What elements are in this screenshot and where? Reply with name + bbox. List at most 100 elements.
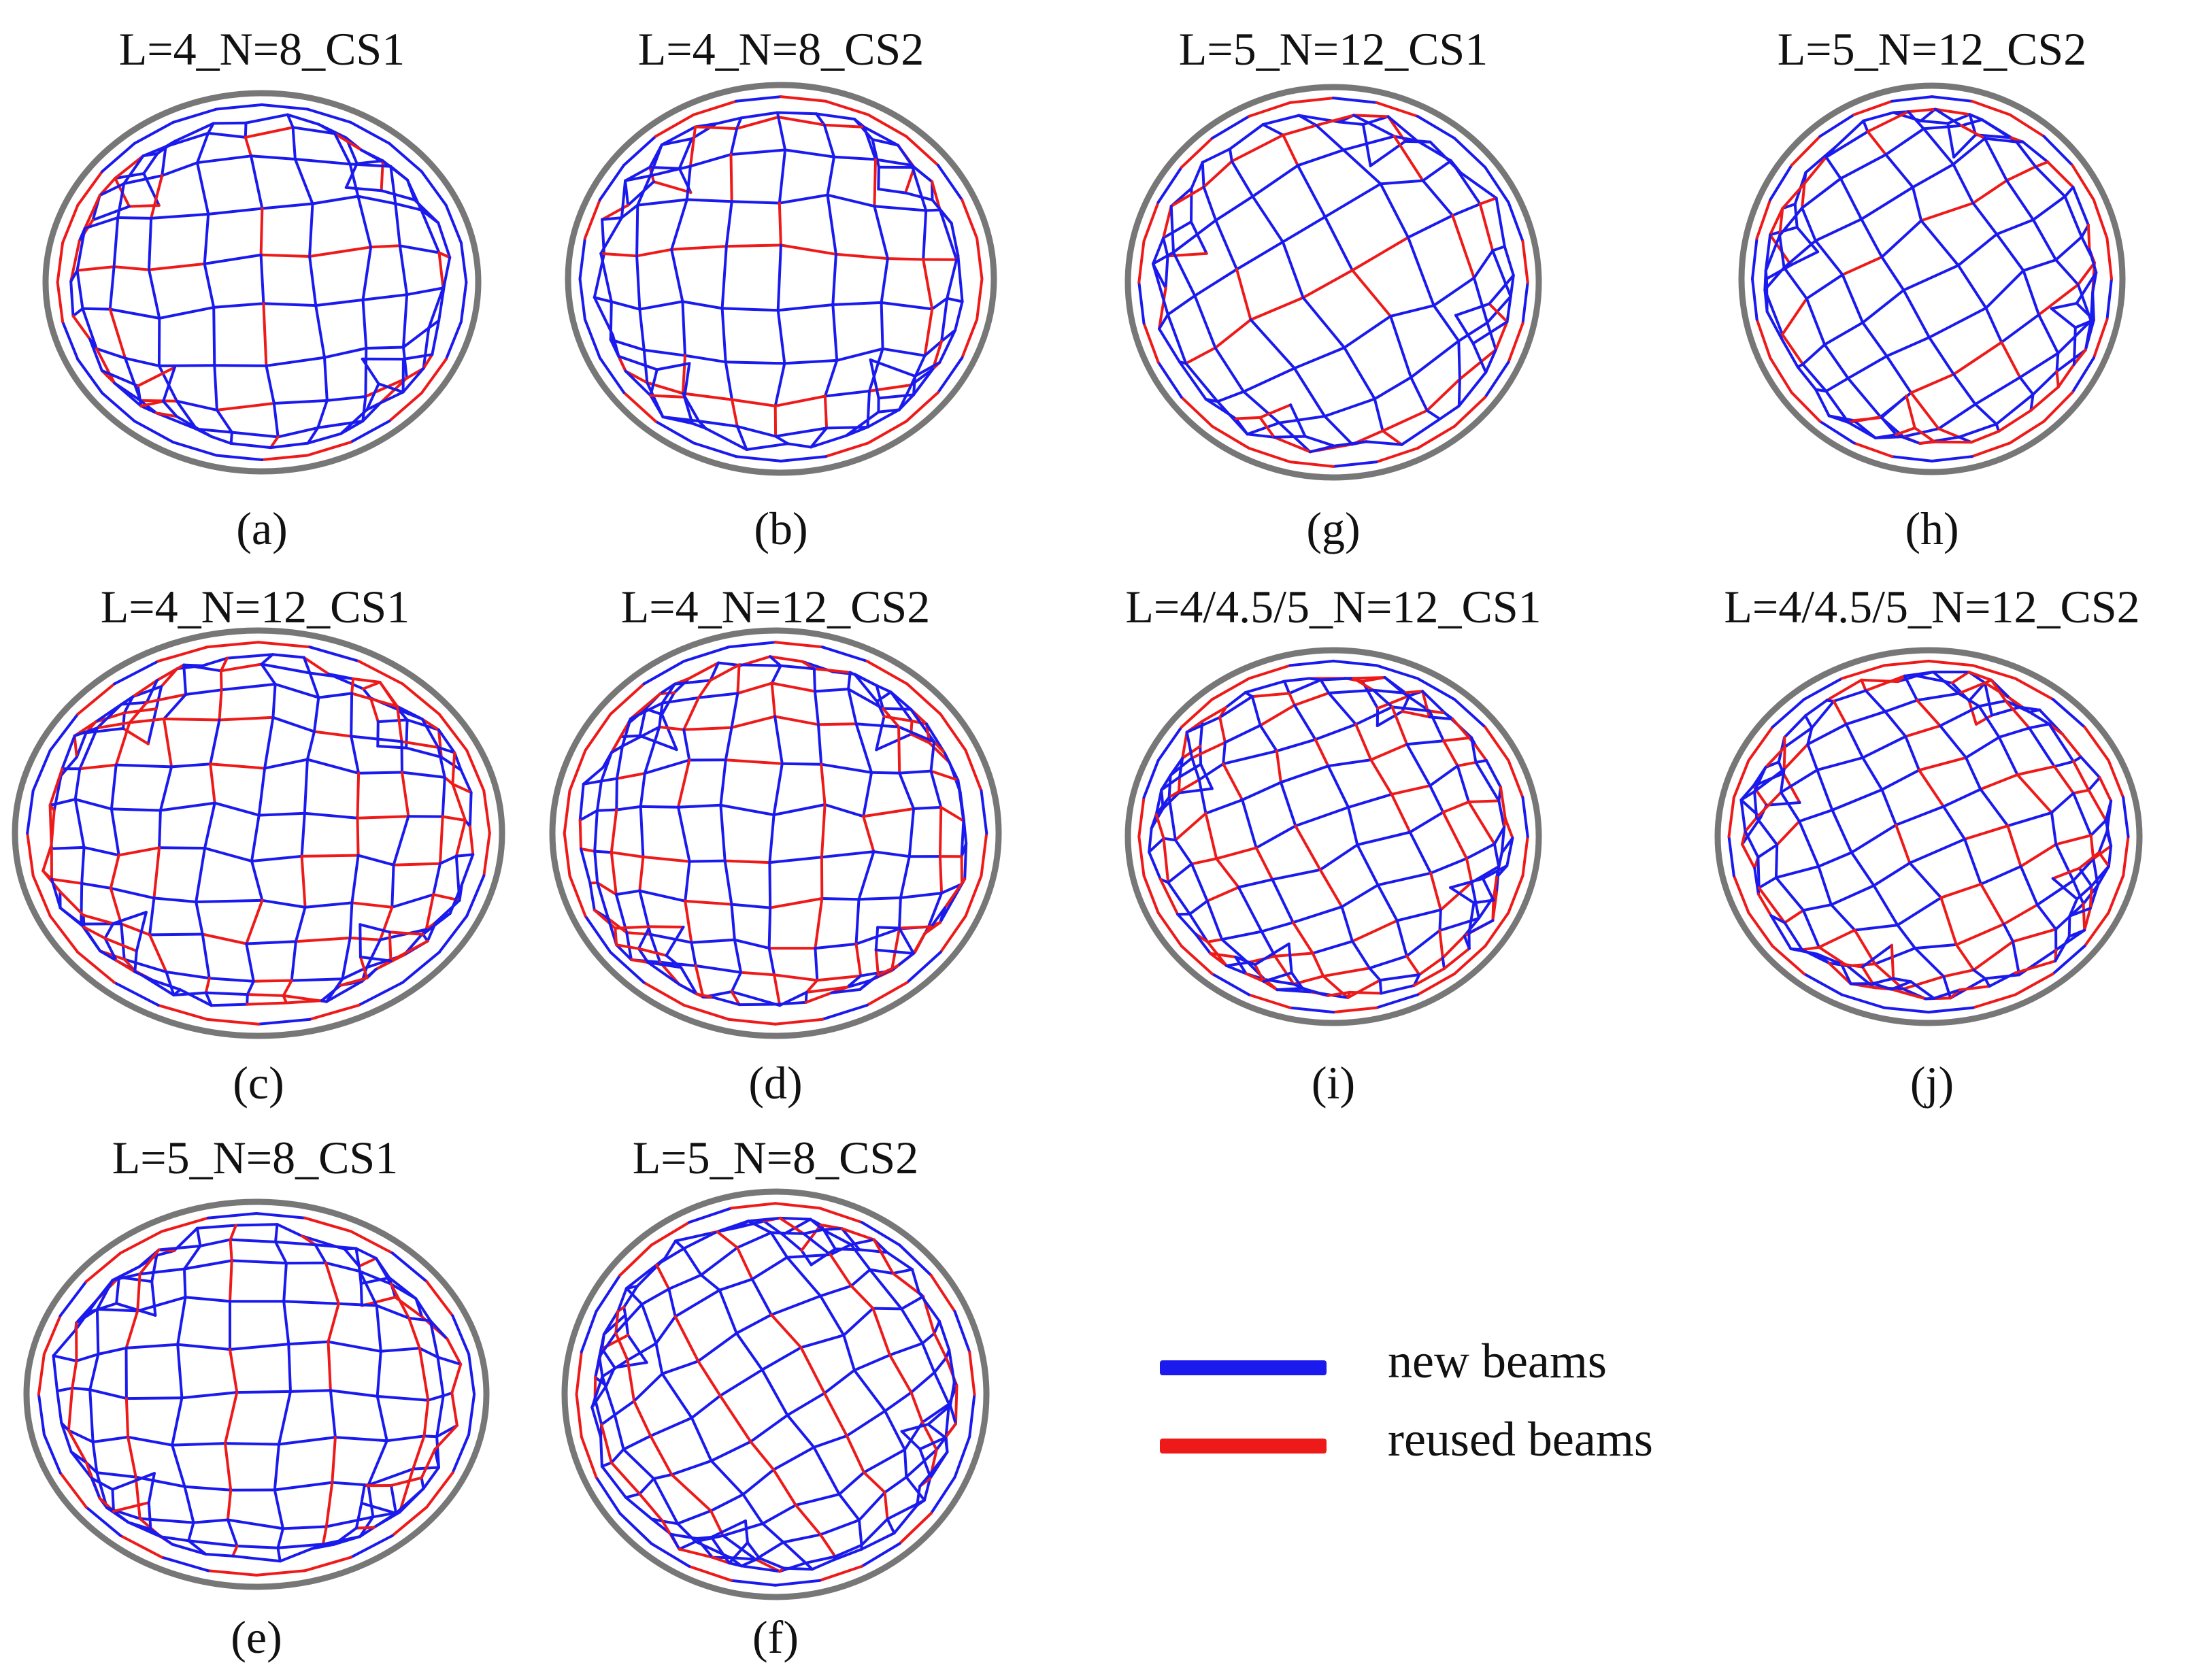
new-beam	[859, 973, 880, 991]
reused-beam	[593, 909, 617, 930]
reused-beam	[1474, 743, 1488, 762]
new-beam	[1880, 394, 1908, 419]
new-beam	[710, 1459, 745, 1496]
new-beam	[390, 1484, 398, 1515]
new-beam	[638, 300, 684, 311]
new-beam	[405, 718, 440, 731]
reused-beam	[1990, 678, 2007, 703]
reused-beam	[369, 244, 401, 249]
new-beam	[367, 1483, 375, 1519]
reused-beam	[1311, 952, 1325, 978]
new-beam	[649, 1416, 693, 1438]
new-beam	[1279, 781, 1297, 828]
new-beam	[1190, 161, 1204, 190]
new-beam	[615, 943, 633, 961]
new-beam	[669, 1532, 699, 1540]
new-beam	[2035, 879, 2075, 907]
reused-beam	[1443, 947, 1471, 971]
new-beam	[899, 855, 911, 899]
new-beam	[1922, 124, 1963, 131]
new-beam	[1242, 390, 1281, 424]
reused-beam	[2092, 198, 2109, 240]
new-beam	[1927, 1006, 1975, 1014]
new-beam	[82, 845, 120, 857]
new-beam	[852, 1354, 891, 1372]
new-beam	[1224, 691, 1247, 709]
new-beam	[1166, 294, 1197, 316]
new-beam	[1491, 249, 1512, 298]
reused-beam	[678, 1547, 714, 1559]
reused-beam	[670, 1473, 712, 1513]
reused-beam	[736, 682, 773, 695]
new-beam	[860, 1542, 901, 1568]
reused-beam	[1980, 882, 2005, 926]
new-beam	[163, 693, 188, 720]
new-beam	[774, 426, 829, 438]
reused-beam	[1162, 205, 1173, 239]
new-beam	[682, 1230, 719, 1250]
new-beam	[250, 813, 261, 863]
new-beam	[195, 1224, 237, 1230]
new-beam	[1824, 130, 1869, 158]
new-beam	[750, 1256, 789, 1281]
new-beam	[1739, 799, 1747, 833]
new-beam	[2067, 914, 2071, 938]
reused-beam	[209, 762, 216, 805]
new-beam	[598, 164, 625, 201]
new-beam	[1978, 699, 2007, 708]
new-beam	[730, 903, 736, 941]
new-beam	[1739, 790, 1756, 802]
reused-beam	[1895, 823, 1912, 864]
new-beam	[1457, 371, 1488, 407]
new-beam	[75, 1307, 99, 1325]
new-beam	[171, 1443, 186, 1488]
reused-beam	[1352, 677, 1375, 692]
reused-beam	[1841, 255, 1884, 276]
new-beam	[349, 120, 391, 145]
reused-beam	[1222, 762, 1244, 801]
reused-beam	[1184, 346, 1217, 365]
new-beam	[1831, 788, 1884, 811]
new-beam	[187, 1521, 195, 1543]
new-beam	[361, 357, 380, 386]
panel-j: L=4/4.5/5_N=12_CS2 (j)	[1714, 581, 2143, 1109]
new-beam	[324, 1261, 361, 1273]
new-beam	[1259, 724, 1278, 753]
new-beam	[148, 268, 161, 320]
new-beam	[122, 711, 126, 730]
new-beam	[1438, 908, 1442, 933]
new-beam	[1416, 115, 1456, 140]
new-beam	[439, 854, 458, 865]
new-beam	[648, 165, 692, 178]
new-beam	[1841, 273, 1865, 324]
reused-beam	[357, 660, 404, 686]
new-beam	[1408, 830, 1433, 875]
new-beam	[773, 362, 786, 407]
new-beam	[1895, 805, 1945, 826]
reused-beam	[1852, 416, 1883, 422]
new-beam	[661, 1372, 693, 1419]
reused-beam	[749, 1440, 776, 1471]
new-beam	[1278, 415, 1327, 424]
new-beam	[1491, 245, 1506, 252]
reused-beam	[1741, 843, 1756, 870]
new-beam	[112, 911, 148, 925]
new-beam	[1237, 886, 1263, 933]
reused-beam	[215, 402, 276, 411]
new-beam	[286, 113, 295, 129]
new-beam	[874, 158, 914, 167]
new-beam	[154, 411, 198, 431]
new-beam	[779, 664, 816, 671]
new-beam	[584, 914, 612, 954]
reused-beam	[103, 937, 138, 953]
new-beam	[712, 996, 741, 1007]
new-beam	[290, 977, 344, 982]
new-beam	[1459, 171, 1498, 200]
new-beam	[376, 1349, 382, 1398]
new-beam	[1890, 455, 1933, 463]
new-beam	[1805, 273, 1844, 300]
new-beam	[101, 391, 136, 423]
reused-beam	[73, 734, 78, 759]
new-beam	[854, 898, 861, 945]
new-beam	[596, 881, 610, 920]
